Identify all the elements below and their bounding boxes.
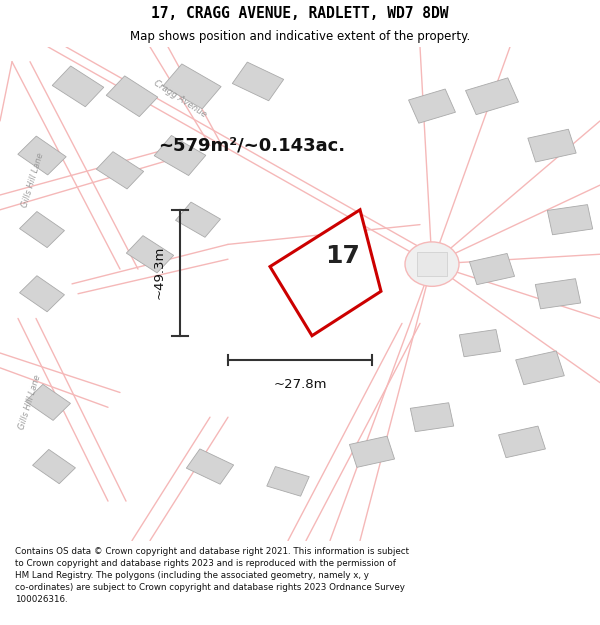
Polygon shape xyxy=(176,202,220,238)
Polygon shape xyxy=(32,449,76,484)
Polygon shape xyxy=(270,210,381,336)
Polygon shape xyxy=(535,279,581,309)
Polygon shape xyxy=(163,64,221,109)
Polygon shape xyxy=(528,129,576,162)
Text: Gills Hill Lane: Gills Hill Lane xyxy=(17,374,43,431)
Text: 17: 17 xyxy=(325,244,360,268)
Polygon shape xyxy=(499,426,545,458)
Polygon shape xyxy=(20,276,64,312)
Polygon shape xyxy=(154,136,206,176)
Polygon shape xyxy=(267,467,309,496)
Text: ~49.3m: ~49.3m xyxy=(152,246,166,299)
Polygon shape xyxy=(547,204,593,235)
Polygon shape xyxy=(409,89,455,123)
Text: Contains OS data © Crown copyright and database right 2021. This information is : Contains OS data © Crown copyright and d… xyxy=(15,548,409,604)
Polygon shape xyxy=(417,252,447,276)
Polygon shape xyxy=(410,402,454,432)
Polygon shape xyxy=(26,384,70,421)
Text: ~579m²/~0.143ac.: ~579m²/~0.143ac. xyxy=(158,137,346,154)
Polygon shape xyxy=(127,236,173,273)
Polygon shape xyxy=(106,76,158,117)
Polygon shape xyxy=(469,254,515,284)
Polygon shape xyxy=(97,152,143,189)
Polygon shape xyxy=(232,62,284,101)
Text: Cragg Avenue: Cragg Avenue xyxy=(152,78,208,119)
Polygon shape xyxy=(20,211,64,248)
Polygon shape xyxy=(460,329,500,357)
Polygon shape xyxy=(52,66,104,107)
Polygon shape xyxy=(466,78,518,114)
Polygon shape xyxy=(187,449,233,484)
Text: 17, CRAGG AVENUE, RADLETT, WD7 8DW: 17, CRAGG AVENUE, RADLETT, WD7 8DW xyxy=(151,6,449,21)
Polygon shape xyxy=(18,136,66,175)
Polygon shape xyxy=(515,351,565,384)
Text: ~27.8m: ~27.8m xyxy=(273,378,327,391)
Text: Map shows position and indicative extent of the property.: Map shows position and indicative extent… xyxy=(130,30,470,43)
Text: Gills Hill Lane: Gills Hill Lane xyxy=(20,152,46,209)
Circle shape xyxy=(405,242,459,286)
Polygon shape xyxy=(349,436,395,468)
